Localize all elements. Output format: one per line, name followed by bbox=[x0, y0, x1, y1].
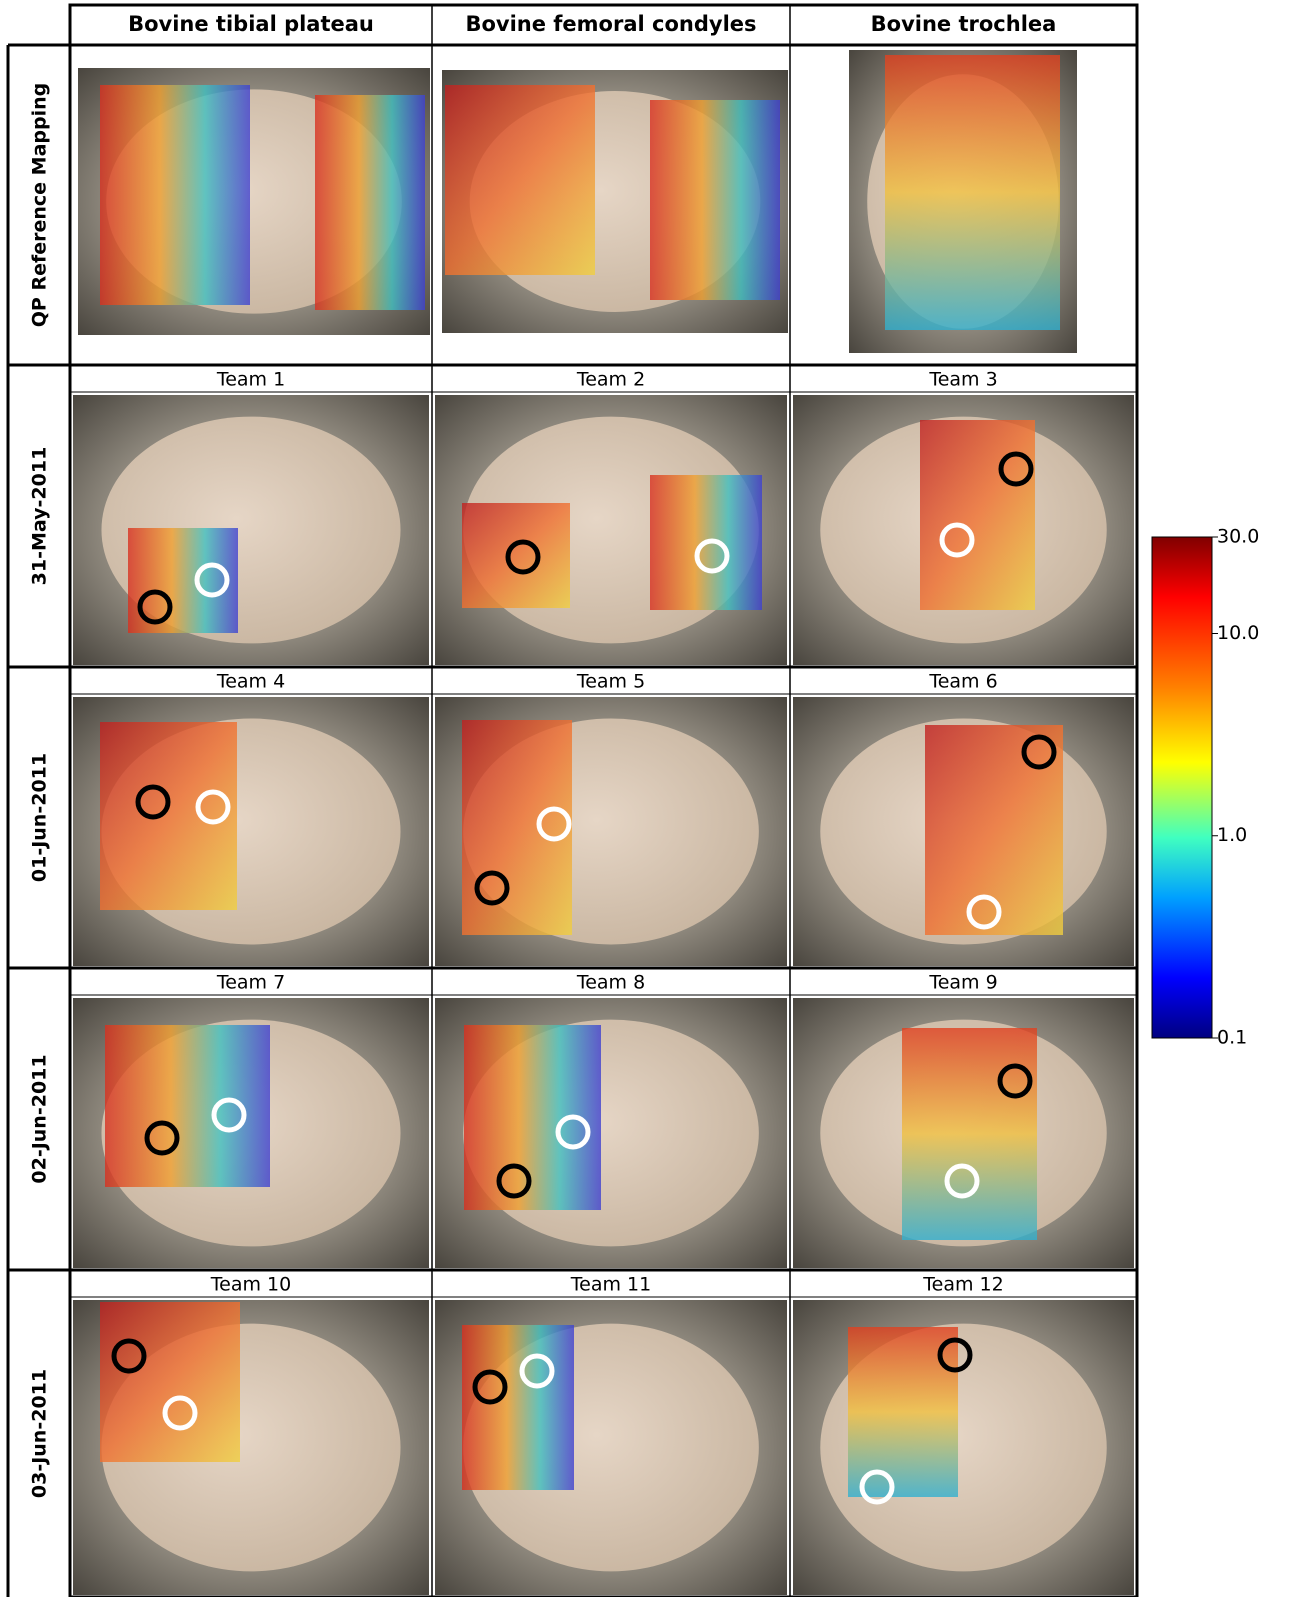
team-label: Team 9 bbox=[928, 972, 997, 994]
team-label: Team 2 bbox=[576, 369, 645, 391]
colorbar-tick-label: 30.0 bbox=[1217, 526, 1259, 548]
colorbar-tick-label: 0.1 bbox=[1217, 1027, 1247, 1049]
team-label: Team 10 bbox=[210, 1274, 291, 1296]
heatmap bbox=[462, 1325, 574, 1490]
team-label: Team 1 bbox=[216, 369, 285, 391]
figure: Bovine tibial plateau Bovine femoral cond… bbox=[0, 0, 1293, 1597]
heatmap bbox=[100, 722, 237, 910]
heatmap bbox=[885, 55, 1060, 330]
column-header: Bovine femoral condyles bbox=[465, 12, 756, 36]
row-label: QP Reference Mapping bbox=[29, 83, 51, 327]
heatmap bbox=[100, 85, 250, 305]
column-header: Bovine trochlea bbox=[871, 12, 1057, 36]
heatmap bbox=[650, 100, 780, 300]
heatmap bbox=[105, 1025, 270, 1187]
team-label: Team 5 bbox=[576, 671, 645, 693]
heatmap bbox=[462, 503, 570, 608]
team-label: Team 11 bbox=[570, 1274, 651, 1296]
colorbar-tick-label: 1.0 bbox=[1217, 824, 1247, 846]
team-label: Team 7 bbox=[216, 972, 285, 994]
heatmap bbox=[100, 1302, 240, 1462]
colorbar-tick-label: 10.0 bbox=[1217, 622, 1259, 644]
heatmap bbox=[315, 95, 425, 310]
row-label: 03-Jun-2011 bbox=[29, 1369, 51, 1498]
heatmap bbox=[920, 420, 1035, 610]
row-label: 02-Jun-2011 bbox=[29, 1054, 51, 1183]
heatmap bbox=[902, 1028, 1037, 1240]
row-label: 31-May-2011 bbox=[29, 447, 51, 586]
heatmap bbox=[462, 720, 572, 935]
team-label: Team 3 bbox=[928, 369, 997, 391]
colorbar bbox=[1152, 537, 1212, 1038]
heatmap bbox=[445, 85, 595, 275]
team-label: Team 6 bbox=[928, 671, 997, 693]
team-label: Team 12 bbox=[922, 1274, 1003, 1296]
column-header: Bovine tibial plateau bbox=[128, 12, 374, 36]
team-label: Team 4 bbox=[216, 671, 285, 693]
row-label: 01-Jun-2011 bbox=[29, 753, 51, 882]
team-label: Team 8 bbox=[576, 972, 645, 994]
